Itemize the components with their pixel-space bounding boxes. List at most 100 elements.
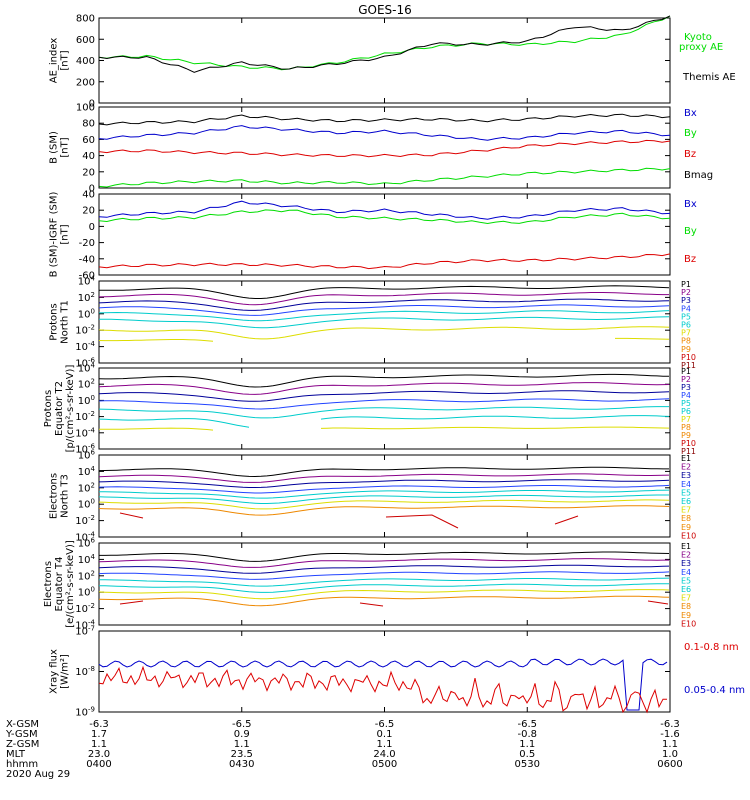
x-axis-value: 1.1 bbox=[519, 739, 535, 750]
legend-e2: E2 bbox=[681, 551, 691, 560]
panel-5-ylabel: [p/(cm²-s-sr-keV)] bbox=[65, 365, 76, 453]
x-axis-value: 0430 bbox=[229, 759, 254, 770]
x-axis-value: -6.3 bbox=[89, 719, 109, 730]
x-axis-value: -0.8 bbox=[517, 729, 537, 740]
x-axis-row-label: Y-GSM bbox=[5, 729, 38, 740]
x-axis-value: -6.5 bbox=[517, 719, 537, 730]
proton-t1-line bbox=[98, 326, 670, 340]
electron-t3-line bbox=[98, 484, 670, 494]
y-tick-label: 10-2 bbox=[75, 324, 95, 337]
tick-base: 10 bbox=[75, 342, 88, 353]
tick-base: 10 bbox=[78, 293, 91, 304]
legend-p8: P8 bbox=[681, 337, 691, 346]
y-tick-label: 60 bbox=[82, 135, 95, 146]
tick-exponent: -9 bbox=[88, 706, 95, 714]
tick-base: 10 bbox=[78, 451, 91, 462]
x-axis-info: X-GSMY-GSMZ-GSMMLThhmm-6.31.71.123.00400… bbox=[5, 719, 683, 780]
x-axis-value: -6.3 bbox=[660, 719, 680, 730]
panel-8-ylabel: Xray flux bbox=[49, 649, 60, 694]
legend-e3: E3 bbox=[681, 471, 691, 480]
electron-t4-line bbox=[98, 583, 669, 593]
legend-e5: E5 bbox=[681, 576, 691, 585]
legend-p9: P9 bbox=[681, 431, 691, 440]
proton-t2-line bbox=[98, 382, 670, 395]
legend-e2: E2 bbox=[681, 463, 691, 472]
y-tick-label: 10-6 bbox=[75, 443, 95, 456]
panel-4-ylabel: Protons bbox=[49, 303, 60, 340]
tick-exponent: 2 bbox=[91, 569, 95, 577]
y-tick-label: 106 bbox=[78, 537, 96, 550]
electron-t4-line bbox=[98, 564, 670, 574]
x-axis-value: 0.1 bbox=[377, 729, 393, 740]
tick-base: 10 bbox=[75, 621, 88, 632]
panel-5-frame bbox=[98, 367, 671, 450]
tick-base: 10 bbox=[75, 667, 88, 678]
legend-e9: E9 bbox=[681, 611, 691, 620]
tick-base: 10 bbox=[75, 359, 88, 370]
electron-t3-line bbox=[98, 473, 670, 483]
panel-2-ylabel: [nT] bbox=[60, 137, 71, 157]
electron-t3-line bbox=[99, 489, 670, 499]
electron-t4-line bbox=[98, 589, 670, 600]
x-axis-value: 0.9 bbox=[234, 729, 250, 740]
legend-p10: P10 bbox=[681, 439, 696, 448]
x-axis-value: 0.5 bbox=[519, 749, 535, 760]
panel-8-ylabel: [W/m²] bbox=[60, 654, 71, 689]
y-tick-label: 100 bbox=[78, 498, 95, 511]
y-tick-label: 800 bbox=[76, 14, 95, 25]
legend-e8: E8 bbox=[681, 602, 691, 611]
tick-base: 10 bbox=[75, 445, 88, 456]
proton-t1-line bbox=[99, 316, 670, 329]
x-axis-value: 1.1 bbox=[91, 739, 107, 750]
proton-t2-line bbox=[320, 426, 670, 430]
tick-base: 10 bbox=[78, 396, 91, 407]
legend-p5: P5 bbox=[681, 399, 691, 408]
y-tick-label: 104 bbox=[78, 362, 96, 375]
panel-7-frame bbox=[98, 542, 671, 626]
panel-5-ylabel: Equator T2 bbox=[54, 381, 65, 436]
panel-4-ylabel: North T1 bbox=[60, 300, 71, 344]
x-axis-value: 23.5 bbox=[231, 749, 253, 760]
tick-exponent: 0 bbox=[91, 498, 95, 506]
panel-7-ylabel: [e/(cm²-s-sr-keV)] bbox=[65, 540, 76, 628]
y-tick-label: 600 bbox=[76, 35, 95, 46]
x-axis-value: 24.0 bbox=[373, 749, 395, 760]
legend-e1: E1 bbox=[681, 454, 691, 463]
y-tick-label: 102 bbox=[78, 291, 95, 304]
y-tick-label: 40 bbox=[82, 190, 95, 201]
electron-t3-fragment bbox=[385, 514, 459, 529]
tick-exponent: -6 bbox=[88, 443, 96, 451]
y-tick-label: 10-4 bbox=[75, 340, 95, 353]
y-tick-label: 10-4 bbox=[75, 531, 95, 544]
tick-exponent: 4 bbox=[91, 275, 96, 283]
electron-t4-fragment bbox=[647, 600, 669, 605]
series-xray-short bbox=[98, 658, 668, 711]
panel-5-ylabel: Protons bbox=[43, 390, 54, 427]
legend-proxy-ae: proxy AE bbox=[679, 42, 723, 53]
tick-exponent: -2 bbox=[88, 514, 95, 522]
electron-t3-fragment bbox=[554, 515, 579, 525]
proton-t2-line bbox=[98, 398, 670, 410]
legend-bx: Bx bbox=[684, 199, 697, 210]
proton-t2-line bbox=[320, 415, 670, 420]
series-bmag bbox=[98, 113, 671, 126]
x-axis-value: 23.0 bbox=[88, 749, 110, 760]
tick-base: 10 bbox=[78, 309, 91, 320]
electron-t3-fragment bbox=[119, 512, 144, 519]
panel-2-ylabel: B (SM) bbox=[49, 131, 60, 164]
legend-kyoto: Kyoto bbox=[684, 32, 712, 43]
tick-exponent: -6 bbox=[88, 357, 96, 365]
series-xray-long bbox=[98, 665, 668, 714]
series-by bbox=[98, 209, 671, 225]
legend-p3: P3 bbox=[681, 383, 691, 392]
x-axis-value: -6.5 bbox=[375, 719, 395, 730]
y-tick-label: 100 bbox=[78, 307, 95, 320]
electron-t3-line bbox=[98, 494, 669, 504]
electron-t3-line bbox=[98, 466, 669, 478]
legend-e7: E7 bbox=[681, 594, 691, 603]
tick-base: 10 bbox=[75, 516, 88, 527]
tick-base: 10 bbox=[75, 708, 88, 719]
electron-t4-line bbox=[99, 551, 670, 562]
y-tick-label: 0 bbox=[89, 99, 95, 110]
date-label: 2020 Aug 29 bbox=[6, 769, 70, 780]
